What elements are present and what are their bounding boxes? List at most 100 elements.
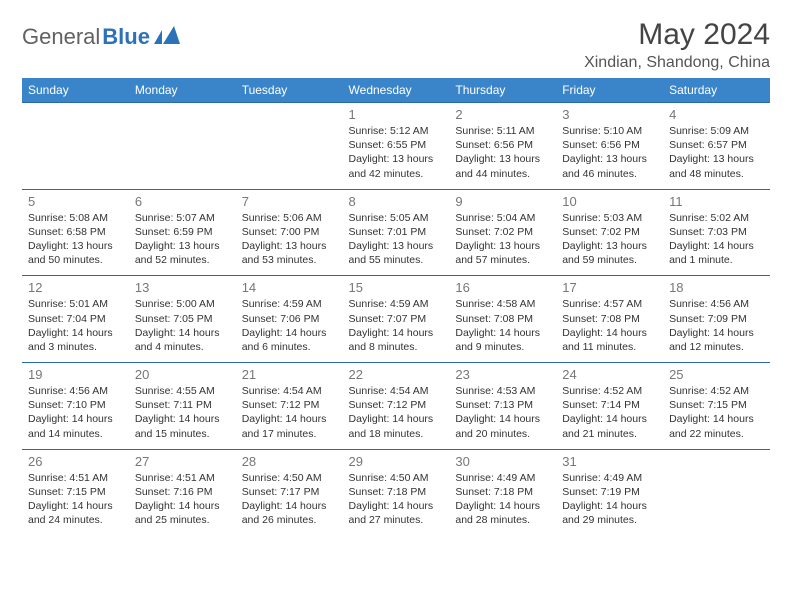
logo: GeneralBlue (22, 18, 180, 50)
sunset-text: Sunset: 7:15 PM (28, 485, 123, 499)
day-info: Sunrise: 5:10 AMSunset: 6:56 PMDaylight:… (562, 124, 657, 181)
calendar-day-cell: 2Sunrise: 5:11 AMSunset: 6:56 PMDaylight… (449, 103, 556, 190)
sunset-text: Sunset: 7:09 PM (669, 312, 764, 326)
sunrise-text: Sunrise: 4:54 AM (349, 384, 444, 398)
calendar-day-cell: 3 Sunrise: 5:10 AMSunset: 6:56 PMDaylight… (556, 103, 663, 190)
sunrise-text: Sunrise: 5:04 AM (455, 211, 550, 225)
day-info: Sunrise: 5:07 AMSunset: 6:59 PMDaylight:… (135, 211, 230, 268)
daylight-text: Daylight: 14 hours and 26 minutes. (242, 499, 337, 527)
weekday-header: Tuesday (236, 78, 343, 103)
calendar-week-row: 19 Sunrise: 4:56 AMSunset: 7:10 PMDayligh… (22, 363, 770, 450)
day-number: 22 (349, 367, 444, 382)
day-info: Sunrise: 5:04 AMSunset: 7:02 PMDaylight:… (455, 211, 550, 268)
sunrise-text: Sunrise: 4:56 AM (28, 384, 123, 398)
daylight-text: Daylight: 14 hours and 21 minutes. (562, 412, 657, 440)
location: Xindian, Shandong, China (584, 54, 770, 72)
daylight-text: Daylight: 14 hours and 12 minutes. (669, 326, 764, 354)
day-info: Sunrise: 4:49 AMSunset: 7:19 PMDaylight:… (562, 471, 657, 528)
sunrise-text: Sunrise: 4:54 AM (242, 384, 337, 398)
sunrise-text: Sunrise: 5:12 AM (349, 124, 444, 138)
sunrise-text: Sunrise: 4:51 AM (28, 471, 123, 485)
day-info: Sunrise: 5:11 AMSunset: 6:56 PMDaylight:… (455, 124, 550, 181)
day-number: 3 (562, 107, 657, 122)
calendar-day-cell (663, 449, 770, 535)
day-number: 1 (349, 107, 444, 122)
sunrise-text: Sunrise: 5:05 AM (349, 211, 444, 225)
calendar-day-cell: 6 Sunrise: 5:07 AMSunset: 6:59 PMDaylight… (129, 189, 236, 276)
day-info: Sunrise: 5:01 AMSunset: 7:04 PMDaylight:… (28, 297, 123, 354)
logo-text-blue: Blue (102, 24, 150, 50)
calendar-week-row: 5Sunrise: 5:08 AMSunset: 6:58 PMDaylight… (22, 189, 770, 276)
day-info: Sunrise: 4:52 AMSunset: 7:14 PMDaylight:… (562, 384, 657, 441)
calendar-day-cell: 5Sunrise: 5:08 AMSunset: 6:58 PMDaylight… (22, 189, 129, 276)
daylight-text: Daylight: 14 hours and 28 minutes. (455, 499, 550, 527)
sunset-text: Sunset: 7:04 PM (28, 312, 123, 326)
day-info: Sunrise: 4:58 AMSunset: 7:08 PMDaylight:… (455, 297, 550, 354)
day-info: Sunrise: 4:54 AMSunset: 7:12 PMDaylight:… (349, 384, 444, 441)
daylight-text: Daylight: 14 hours and 8 minutes. (349, 326, 444, 354)
day-number: 27 (135, 454, 230, 469)
calendar-day-cell: 8Sunrise: 5:05 AMSunset: 7:01 PMDaylight… (343, 189, 450, 276)
calendar-day-cell: 13Sunrise: 5:00 AMSunset: 7:05 PMDayligh… (129, 276, 236, 363)
sunrise-text: Sunrise: 4:58 AM (455, 297, 550, 311)
logo-text-general: General (22, 24, 100, 50)
sunrise-text: Sunrise: 5:07 AM (135, 211, 230, 225)
day-info: Sunrise: 4:56 AMSunset: 7:10 PMDaylight:… (28, 384, 123, 441)
sunrise-text: Sunrise: 5:00 AM (135, 297, 230, 311)
day-info: Sunrise: 4:54 AMSunset: 7:12 PMDaylight:… (242, 384, 337, 441)
calendar-day-cell: 9Sunrise: 5:04 AMSunset: 7:02 PMDaylight… (449, 189, 556, 276)
sunset-text: Sunset: 7:12 PM (349, 398, 444, 412)
day-number: 29 (349, 454, 444, 469)
sunset-text: Sunset: 7:14 PM (562, 398, 657, 412)
daylight-text: Daylight: 14 hours and 29 minutes. (562, 499, 657, 527)
calendar-day-cell: 21Sunrise: 4:54 AMSunset: 7:12 PMDayligh… (236, 363, 343, 450)
daylight-text: Daylight: 14 hours and 9 minutes. (455, 326, 550, 354)
day-number: 6 (135, 194, 230, 209)
sunset-text: Sunset: 7:05 PM (135, 312, 230, 326)
daylight-text: Daylight: 13 hours and 59 minutes. (562, 239, 657, 267)
calendar-table: Sunday Monday Tuesday Wednesday Thursday… (22, 78, 770, 535)
calendar-day-cell: 16Sunrise: 4:58 AMSunset: 7:08 PMDayligh… (449, 276, 556, 363)
sunrise-text: Sunrise: 5:11 AM (455, 124, 550, 138)
sunrise-text: Sunrise: 4:53 AM (455, 384, 550, 398)
calendar-day-cell: 31Sunrise: 4:49 AMSunset: 7:19 PMDayligh… (556, 449, 663, 535)
calendar-day-cell: 19 Sunrise: 4:56 AMSunset: 7:10 PMDayligh… (22, 363, 129, 450)
sunrise-text: Sunrise: 4:52 AM (669, 384, 764, 398)
sunrise-text: Sunrise: 5:02 AM (669, 211, 764, 225)
sunrise-text: Sunrise: 5:01 AM (28, 297, 123, 311)
calendar-day-cell: 28Sunrise: 4:50 AMSunset: 7:17 PMDayligh… (236, 449, 343, 535)
day-number: 12 (28, 280, 123, 295)
day-info: Sunrise: 4:50 AMSunset: 7:17 PMDaylight:… (242, 471, 337, 528)
day-number: 19 (28, 367, 123, 382)
calendar-day-cell: 4Sunrise: 5:09 AMSunset: 6:57 PMDaylight… (663, 103, 770, 190)
daylight-text: Daylight: 13 hours and 57 minutes. (455, 239, 550, 267)
sunset-text: Sunset: 7:15 PM (669, 398, 764, 412)
sunrise-text: Sunrise: 5:03 AM (562, 211, 657, 225)
calendar-day-cell: 17Sunrise: 4:57 AMSunset: 7:08 PMDayligh… (556, 276, 663, 363)
day-info: Sunrise: 4:52 AMSunset: 7:15 PMDaylight:… (669, 384, 764, 441)
day-info: Sunrise: 4:51 AMSunset: 7:16 PMDaylight:… (135, 471, 230, 528)
sunset-text: Sunset: 7:19 PM (562, 485, 657, 499)
calendar-day-cell: 18Sunrise: 4:56 AMSunset: 7:09 PMDayligh… (663, 276, 770, 363)
sunset-text: Sunset: 7:12 PM (242, 398, 337, 412)
weekday-header: Sunday (22, 78, 129, 103)
month-title: May 2024 (584, 18, 770, 52)
day-number: 25 (669, 367, 764, 382)
daylight-text: Daylight: 13 hours and 48 minutes. (669, 152, 764, 180)
sunset-text: Sunset: 7:11 PM (135, 398, 230, 412)
sunrise-text: Sunrise: 4:55 AM (135, 384, 230, 398)
sunrise-text: Sunrise: 4:50 AM (242, 471, 337, 485)
sunset-text: Sunset: 7:03 PM (669, 225, 764, 239)
calendar-day-cell: 1 Sunrise: 5:12 AMSunset: 6:55 PMDaylight… (343, 103, 450, 190)
calendar-day-cell: 7Sunrise: 5:06 AMSunset: 7:00 PMDaylight… (236, 189, 343, 276)
day-info: Sunrise: 5:12 AMSunset: 6:55 PMDaylight:… (349, 124, 444, 181)
sunset-text: Sunset: 6:58 PM (28, 225, 123, 239)
sunrise-text: Sunrise: 5:06 AM (242, 211, 337, 225)
day-number: 4 (669, 107, 764, 122)
daylight-text: Daylight: 14 hours and 27 minutes. (349, 499, 444, 527)
sunset-text: Sunset: 7:00 PM (242, 225, 337, 239)
sunrise-text: Sunrise: 5:10 AM (562, 124, 657, 138)
calendar-day-cell: 23Sunrise: 4:53 AMSunset: 7:13 PMDayligh… (449, 363, 556, 450)
sunset-text: Sunset: 6:56 PM (455, 138, 550, 152)
daylight-text: Daylight: 14 hours and 15 minutes. (135, 412, 230, 440)
